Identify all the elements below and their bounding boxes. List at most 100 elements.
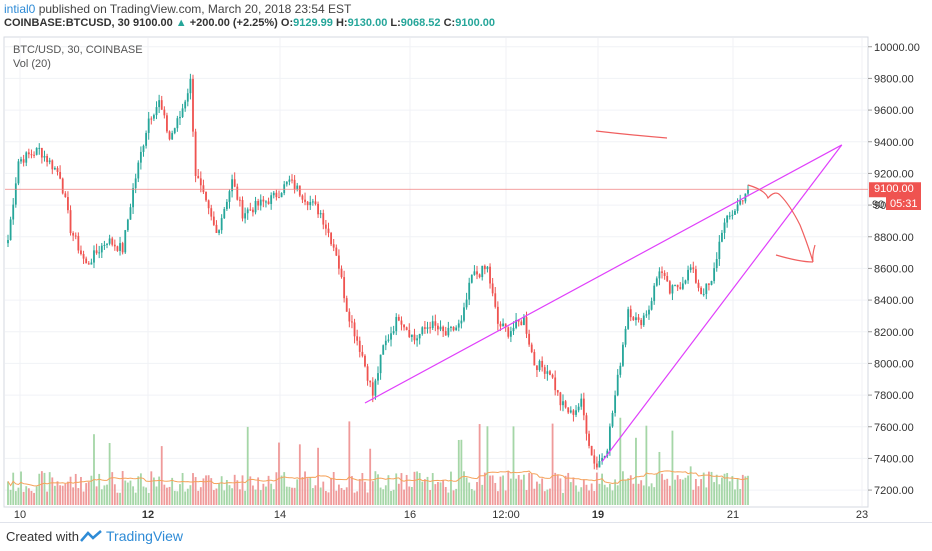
volume-bar [168,486,171,505]
volume-bar [364,481,366,505]
price-tick-label: 7800.00 [874,390,914,402]
volume-bar [179,484,181,505]
candle-body [317,203,319,215]
volume-bar [588,490,590,505]
candle-body [194,131,197,176]
candle-body [298,185,301,196]
candle-body [629,309,632,318]
price-tick-label: 9200.00 [874,168,914,180]
candle-body [627,309,630,329]
candle-body [702,293,705,295]
volume-bar [163,484,166,505]
volume-bar [523,474,525,505]
candle-body [155,107,158,116]
volume-bar [582,479,585,505]
candle-body [413,334,416,341]
volume-bar [14,491,17,505]
candle-body [129,207,132,220]
volume-bar [403,489,405,505]
candle-body [562,401,564,406]
candle-body [470,274,473,283]
trendlines[interactable] [364,144,843,462]
candle-body [241,200,244,219]
volume-bar [205,475,207,505]
candle-body [403,324,405,328]
candle-body [153,115,155,119]
candle-body [192,78,194,132]
volume-bar [126,482,129,505]
volume-bar [374,471,377,505]
volume-bar [423,479,426,505]
volume-bar [408,486,411,505]
candle-body [397,316,400,321]
volume-bar [476,482,478,505]
volume-bar [645,425,648,505]
volume-bar [311,488,314,505]
pane-title: BTC/USD, 30, COINBASE [13,44,143,56]
price-axis[interactable]: 7200.00 7400.00 7600.00 7800.00 8000.00 8200.… [868,42,920,497]
candle-body [694,269,697,283]
candle-body [59,171,62,179]
time-axis[interactable]: 10 12 14 16 12:00 19 21 23 [14,509,868,521]
volume-bar [499,476,502,505]
freehand-stroke[interactable] [595,130,668,139]
time-tick-label: 19 [592,509,604,521]
candle-body [559,392,562,406]
volume-bar [17,487,20,505]
volume-bar [317,447,319,505]
volume-bar [87,482,90,505]
volume-bar [160,446,163,505]
volume-bar [223,490,226,505]
volume-bar [348,421,351,505]
candle-body [499,323,502,327]
candle-body [108,238,111,244]
candlestick-chart[interactable]: 7200.00 7400.00 7600.00 7800.00 8000.00 8200.… [0,0,932,522]
volume-bar [153,477,155,505]
freehand-arrow[interactable] [747,184,816,263]
candle-body [171,133,174,140]
candle-body [199,178,202,186]
volume-bar [20,471,22,505]
volume-bar [655,473,658,505]
candle-body [252,209,254,213]
volume-bar [166,487,168,505]
candle-body [637,317,640,320]
tradingview-brand-link[interactable]: TradingView [106,528,184,544]
volume-bar [147,492,150,505]
volume-bar [577,491,580,505]
volume-bar [12,472,15,505]
author-link[interactable]: intial0 [4,2,36,16]
volume-bar [674,479,676,505]
freehand-drawings[interactable] [595,130,816,263]
candle-body [132,188,134,208]
volume-bar [538,483,541,505]
candle-body [530,344,533,353]
volume-bar [549,488,551,505]
volume-bar [692,489,695,505]
volume-bar [554,472,557,505]
symbol-label: COINBASE:BTCUSD, 30 [4,17,130,29]
volume-bar [134,492,137,505]
candle-body [611,412,614,427]
volume-bar [366,492,369,505]
volume-bar [629,475,632,505]
candle-body [658,271,661,279]
candle-body [580,398,583,407]
trendline[interactable] [601,144,843,462]
candle-body [197,175,200,179]
candle-body [223,209,226,219]
trendline[interactable] [364,144,843,404]
candle-body [645,314,648,316]
candle-body [444,331,447,336]
volume-bar [80,476,82,505]
candle-body [40,147,43,158]
volume-bar [744,476,747,505]
candle-body [421,327,424,334]
candle-body [53,167,56,170]
candle-body [507,327,510,337]
candle-body [100,245,103,253]
volume-bar [541,478,544,505]
volume-bar [56,481,59,505]
volume-bar [569,482,572,505]
volume-bar [335,490,338,505]
